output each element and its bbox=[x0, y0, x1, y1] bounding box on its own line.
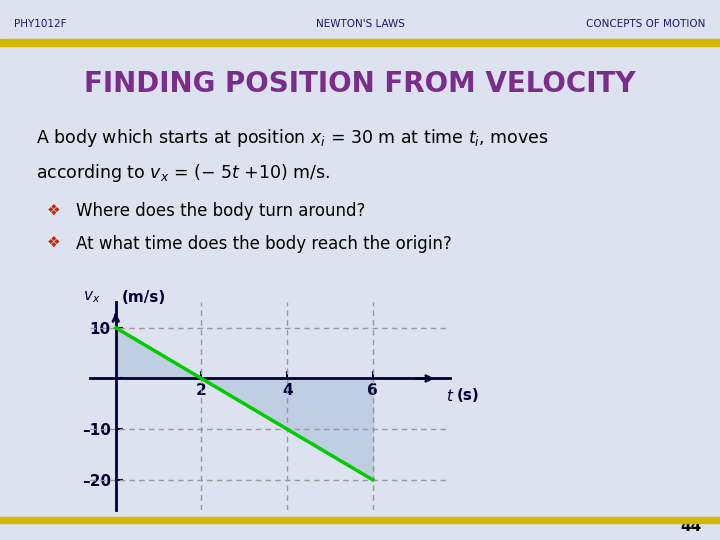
Text: $t$: $t$ bbox=[446, 388, 454, 403]
Text: ❖: ❖ bbox=[48, 235, 60, 250]
Text: (s): (s) bbox=[456, 388, 480, 403]
Text: PHY1012F: PHY1012F bbox=[14, 19, 67, 29]
Text: CONCEPTS OF MOTION: CONCEPTS OF MOTION bbox=[586, 19, 706, 29]
Text: ❖: ❖ bbox=[48, 202, 60, 218]
Text: A body which starts at position $x_i$ = 30 m at time $t_i$, moves: A body which starts at position $x_i$ = … bbox=[36, 127, 549, 149]
Polygon shape bbox=[116, 328, 202, 379]
Text: FINDING POSITION FROM VELOCITY: FINDING POSITION FROM VELOCITY bbox=[84, 70, 636, 98]
Bar bbox=[0, 517, 720, 523]
Text: (m/s): (m/s) bbox=[122, 290, 166, 305]
Bar bbox=[0, 39, 720, 46]
Text: according to $v_x$ = ($-$ 5$t$ +10) m/s.: according to $v_x$ = ($-$ 5$t$ +10) m/s. bbox=[36, 162, 330, 184]
Polygon shape bbox=[202, 379, 373, 480]
Text: Where does the body turn around?: Where does the body turn around? bbox=[76, 202, 365, 220]
Text: 44: 44 bbox=[680, 518, 702, 534]
Text: $v_x$: $v_x$ bbox=[84, 289, 101, 305]
Text: NEWTON'S LAWS: NEWTON'S LAWS bbox=[315, 19, 405, 29]
Text: At what time does the body reach the origin?: At what time does the body reach the ori… bbox=[76, 235, 451, 253]
